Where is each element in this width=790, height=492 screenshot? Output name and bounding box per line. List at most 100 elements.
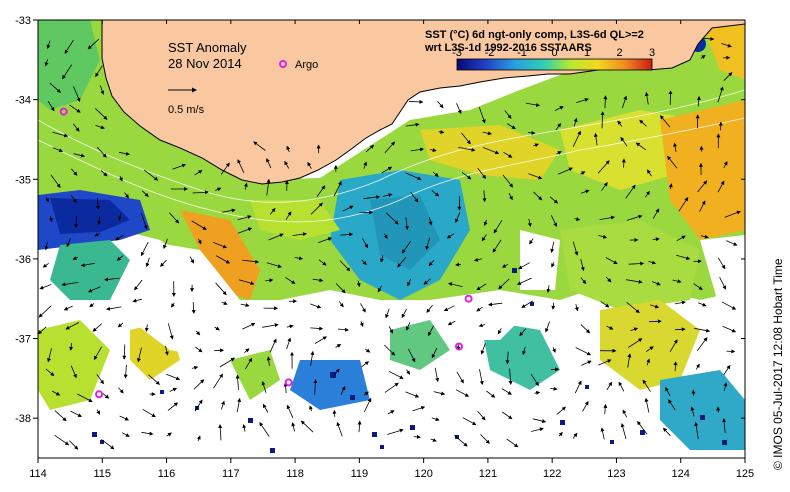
current-vector-arrow: [220, 162, 230, 175]
current-vector-arrow: [314, 336, 327, 344]
current-vector-arrow: [458, 147, 476, 152]
colorbar-tick-label: -3: [452, 47, 462, 59]
current-vector-arrow: [218, 424, 223, 441]
current-vector-arrow: [425, 237, 431, 251]
x-tick-label: 124: [672, 468, 690, 480]
current-vector-arrow: [136, 347, 142, 363]
current-vector-arrow: [506, 123, 516, 130]
vector-scale-label: 0.5 m/s: [168, 104, 205, 116]
current-vector-arrow: [717, 86, 724, 103]
current-vector-arrow: [412, 406, 426, 412]
current-vector-arrow: [294, 256, 304, 261]
current-vector-arrow: [359, 321, 364, 327]
current-vector-arrow: [363, 391, 369, 396]
current-vector-arrow: [362, 238, 369, 249]
current-vector-arrow: [94, 232, 101, 237]
current-vector-arrow: [310, 350, 315, 367]
current-vector-arrow: [93, 346, 103, 360]
current-vector-arrow: [339, 260, 351, 272]
current-vector-arrow: [481, 234, 487, 242]
current-vector-arrow: [266, 356, 271, 366]
current-vector-arrow: [405, 391, 420, 398]
argo-float-marker: [464, 294, 473, 303]
cloud-gaps: [60, 230, 745, 458]
current-vector-arrow: [651, 281, 661, 286]
current-vector-arrow: [446, 233, 455, 239]
current-vector-arrow: [493, 219, 503, 234]
current-vector-arrow: [722, 418, 727, 434]
current-vector-arrow: [318, 259, 327, 266]
current-vector-arrow: [47, 100, 55, 112]
current-vector-arrow: [476, 306, 483, 312]
x-tick-label: 115: [93, 468, 111, 480]
current-vector-arrow: [574, 217, 581, 221]
current-vector-arrow: [95, 125, 105, 130]
x-tick-label: 119: [351, 468, 369, 480]
colorbar-tick-label: -1: [517, 47, 527, 59]
current-vector-arrow: [580, 259, 585, 272]
current-vector-arrow: [215, 282, 227, 296]
current-vector-arrow: [64, 39, 74, 54]
current-vector-arrow: [365, 348, 371, 353]
current-vector-arrow: [101, 439, 115, 450]
current-vector-arrow: [49, 82, 62, 93]
current-vector-arrow: [635, 142, 647, 151]
current-vector-arrow: [124, 192, 129, 199]
current-vector-arrow: [430, 438, 437, 442]
current-vector-arrow: [723, 161, 728, 169]
current-vector-arrow: [630, 327, 639, 332]
current-vector-arrow: [357, 420, 362, 433]
current-vector-arrow: [433, 391, 446, 396]
current-vector-arrow: [167, 323, 174, 340]
colorbar-gradient: [456, 58, 653, 71]
current-vector-arrow: [193, 379, 205, 390]
current-vector-arrow: [222, 208, 236, 213]
current-vector-arrow: [144, 324, 149, 332]
current-vector-arrow: [549, 196, 559, 204]
current-vector-arrow: [722, 325, 737, 333]
current-vector-arrow: [63, 305, 73, 311]
current-vector-arrow: [44, 59, 49, 67]
current-vector-arrow: [262, 403, 269, 413]
current-vector-arrow: [46, 40, 51, 49]
current-vector-arrow: [405, 322, 411, 331]
current-vector-arrow: [519, 328, 526, 337]
current-vector-arrow: [381, 166, 393, 174]
current-vector-arrow: [195, 330, 201, 336]
current-vector-arrow: [286, 337, 292, 350]
x-tick-label: 123: [607, 468, 625, 480]
current-vector-arrow: [528, 173, 543, 180]
current-vector-arrow: [644, 397, 650, 413]
current-vector-arrow: [597, 160, 610, 174]
current-vector-arrow: [413, 434, 421, 439]
current-vector-arrow: [448, 282, 463, 287]
current-vector-arrow: [574, 380, 582, 394]
current-vector-arrow: [242, 424, 247, 432]
current-vector-arrow: [380, 255, 384, 263]
current-vector-arrow: [645, 346, 654, 353]
current-vector-arrow: [160, 259, 167, 267]
current-vector-arrow: [87, 286, 101, 293]
current-vector-arrow: [300, 420, 314, 433]
current-vector-arrow: [581, 189, 590, 194]
current-vector-arrow: [87, 38, 100, 50]
current-vector-arrow: [195, 346, 203, 353]
current-vector-arrow: [262, 323, 279, 328]
current-vector-arrow: [649, 304, 660, 309]
vector-scale: 0.5 m/s: [168, 87, 205, 116]
current-vector-arrow: [106, 306, 122, 311]
current-vector-arrow: [426, 304, 433, 313]
current-vector-arrow: [626, 301, 640, 314]
current-vector-arrow: [637, 420, 648, 435]
current-vector-arrow: [141, 431, 154, 436]
current-vector-arrow: [309, 405, 313, 412]
current-vector-arrow: [285, 211, 292, 220]
current-vector-arrow: [501, 263, 509, 268]
current-vector-arrow: [100, 170, 108, 177]
current-vector-arrow: [313, 379, 318, 395]
current-vector-arrow: [335, 283, 346, 294]
current-vector-arrow: [52, 131, 69, 138]
current-vector-arrow: [286, 324, 294, 329]
current-vector-arrow: [726, 349, 736, 354]
